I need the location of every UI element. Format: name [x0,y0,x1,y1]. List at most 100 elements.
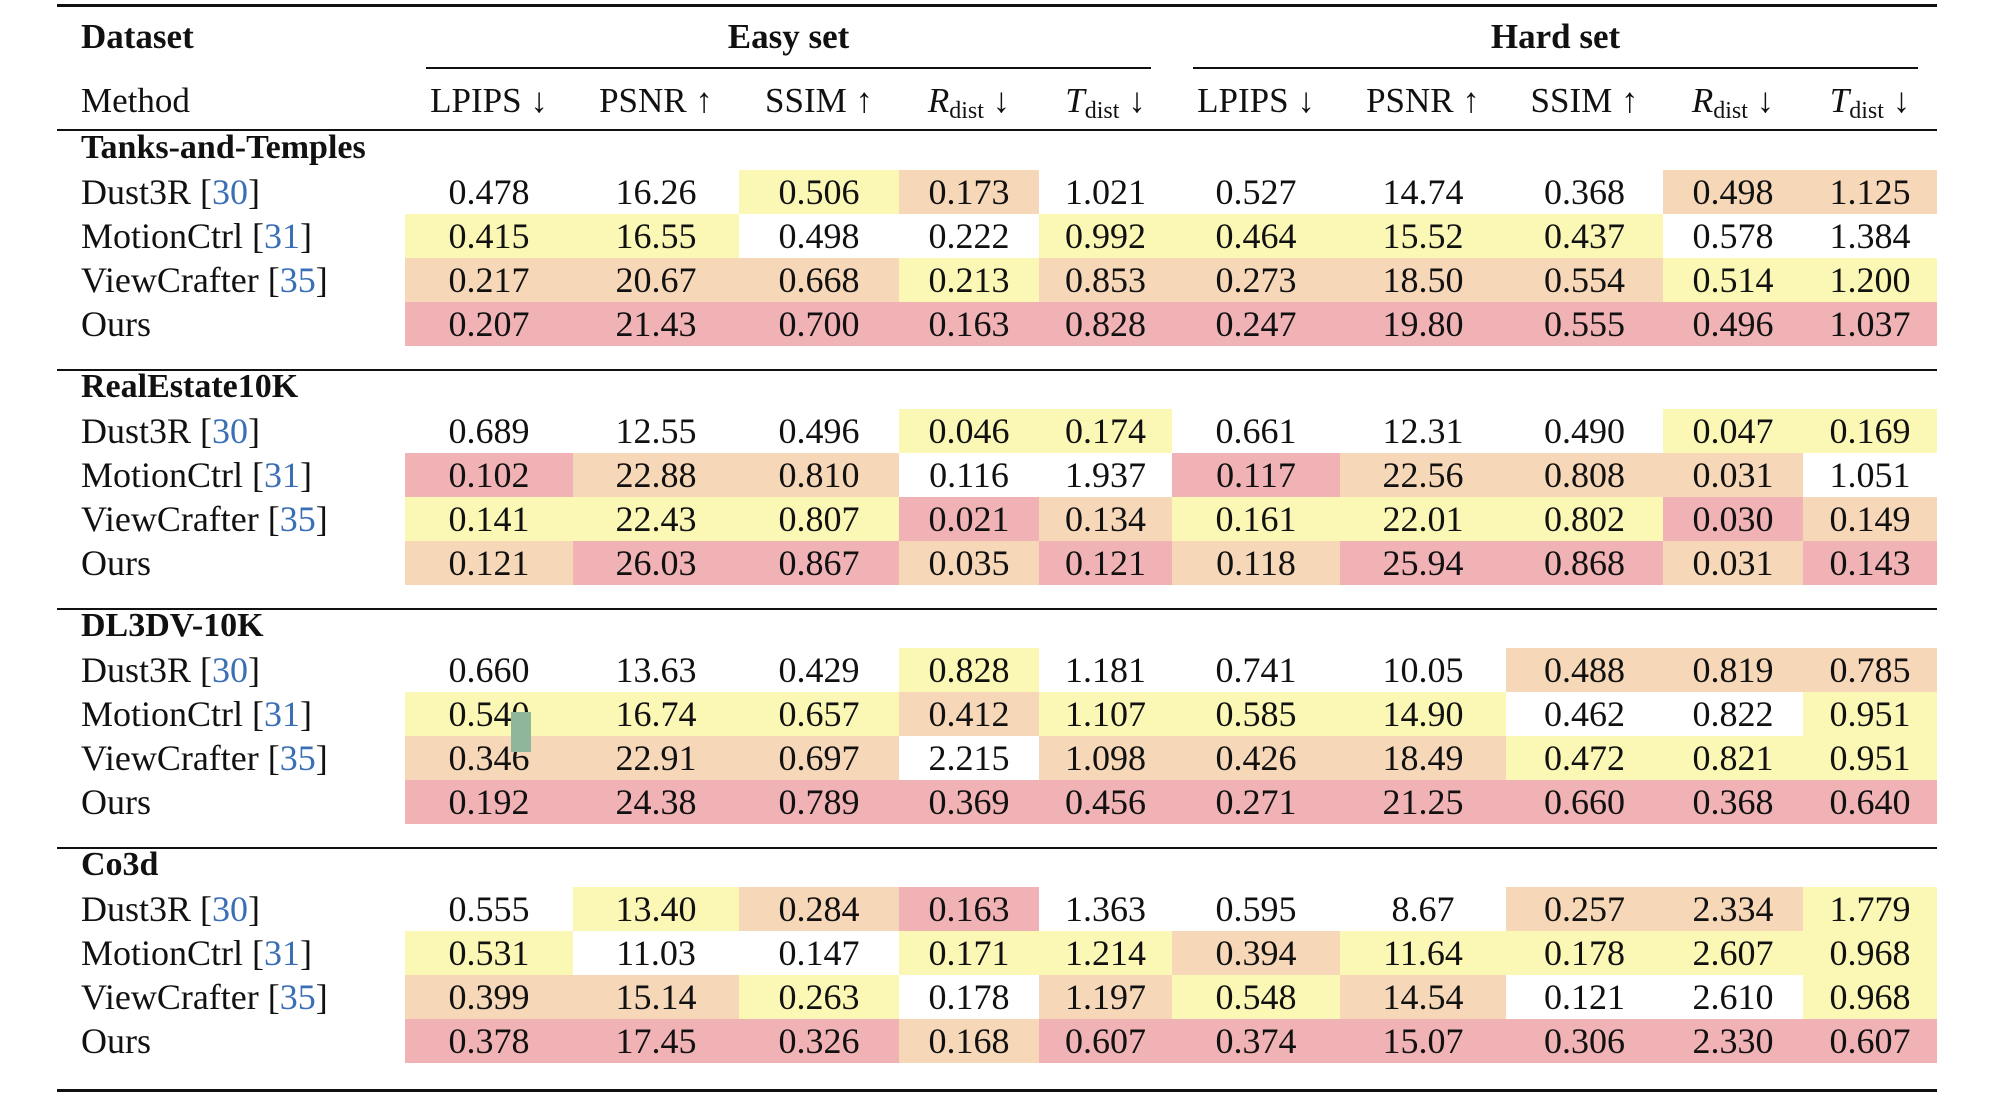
bottom-rule [57,1089,1937,1092]
value-cell: 1.779 [1803,887,1937,931]
value-cell: 1.098 [1039,736,1172,780]
method-name: MotionCtrl [81,455,244,495]
section-rule [57,847,1937,849]
value-cell: 0.030 [1663,497,1803,541]
easy-set-cmidrule [426,67,1151,69]
value-cell: 14.90 [1340,692,1506,736]
arrow-down-icon: ↓ [1128,81,1146,120]
metric-name: T [1829,81,1850,120]
value-cell: 0.174 [1039,409,1172,453]
value-cell: 15.52 [1340,214,1506,258]
method-cell: MotionCtrl [31] [81,933,313,973]
metric-name: LPIPS [1197,81,1289,120]
method-name: ViewCrafter [81,499,259,539]
method-cell: ViewCrafter [35] [81,260,328,300]
value-cell: 0.640 [1803,780,1937,824]
value-cell: 1.181 [1039,648,1172,692]
value-cell: 1.937 [1039,453,1172,497]
value-cell: 0.178 [1506,931,1663,975]
dataset-name: Tanks-and-Temples [81,129,366,166]
value-cell: 1.107 [1039,692,1172,736]
citation-link[interactable]: 31 [264,216,301,256]
value-cell: 22.43 [573,497,739,541]
citation-link[interactable]: 31 [264,455,301,495]
citation-link[interactable]: 35 [279,738,316,778]
value-cell: 0.554 [1506,258,1663,302]
value-cell: 0.531 [405,931,573,975]
dataset-name: RealEstate10K [81,368,299,405]
value-cell: 16.26 [573,170,739,214]
citation-link[interactable]: 30 [212,650,249,690]
citation-link[interactable]: 30 [212,889,249,929]
value-cell: 0.828 [899,648,1039,692]
metric-name: R [1691,81,1714,120]
arrow-down-icon: ↓ [992,81,1011,120]
value-cell: 0.271 [1172,780,1340,824]
section-rule [57,369,1937,371]
method-cell: ViewCrafter [35] [81,738,328,778]
value-cell: 21.25 [1340,780,1506,824]
value-cell: 10.05 [1340,648,1506,692]
value-cell: 0.578 [1663,214,1803,258]
value-cell: 15.14 [573,975,739,1019]
top-rule [57,4,1937,7]
method-cell: ViewCrafter [35] [81,499,328,539]
value-cell: 0.821 [1663,736,1803,780]
method-name: Ours [81,304,151,344]
value-cell: 0.808 [1506,453,1663,497]
citation-link[interactable]: 31 [264,694,301,734]
value-cell: 0.819 [1663,648,1803,692]
value-cell: 0.951 [1803,692,1937,736]
value-cell: 0.257 [1506,887,1663,931]
metric-header: PSNR ↑ [1340,79,1506,123]
arrow-up-icon: ↑ [1462,81,1480,120]
value-cell: 0.478 [405,170,573,214]
value-cell: 0.102 [405,453,573,497]
citation-link[interactable]: 35 [279,260,316,300]
value-cell: 2.607 [1663,931,1803,975]
value-cell: 0.247 [1172,302,1340,346]
value-cell: 0.490 [1506,409,1663,453]
value-cell: 0.046 [899,409,1039,453]
citation-link[interactable]: 35 [279,499,316,539]
citation-link[interactable]: 35 [279,977,316,1017]
arrow-down-icon: ↓ [530,81,548,120]
value-cell: 0.368 [1506,170,1663,214]
value-cell: 1.125 [1803,170,1937,214]
text-selection-caret [511,712,531,752]
value-cell: 1.051 [1803,453,1937,497]
value-cell: 0.607 [1039,1019,1172,1063]
value-cell: 22.01 [1340,497,1506,541]
value-cell: 14.74 [1340,170,1506,214]
metric-name: SSIM [765,81,847,120]
value-cell: 8.67 [1340,887,1506,931]
method-name: MotionCtrl [81,933,244,973]
citation-link[interactable]: 30 [212,411,249,451]
arrow-down-icon: ↓ [1297,81,1315,120]
metric-subscript: dist [1084,98,1120,124]
value-cell: 0.415 [405,214,573,258]
value-cell: 0.464 [1172,214,1340,258]
metric-header: SSIM ↑ [739,79,899,123]
citation-link[interactable]: 30 [212,172,249,212]
value-cell: 0.161 [1172,497,1340,541]
citation-link[interactable]: 31 [264,933,301,973]
value-cell: 0.368 [1663,780,1803,824]
arrow-up-icon: ↑ [1620,81,1639,120]
value-cell: 0.853 [1039,258,1172,302]
value-cell: 0.121 [1039,541,1172,585]
value-cell: 0.992 [1039,214,1172,258]
value-cell: 0.472 [1506,736,1663,780]
value-cell: 0.660 [1506,780,1663,824]
value-cell: 0.031 [1663,541,1803,585]
value-cell: 0.147 [739,931,899,975]
value-cell: 0.951 [1803,736,1937,780]
header-rule [57,129,1937,131]
value-cell: 0.462 [1506,692,1663,736]
metric-name: SSIM [1530,81,1613,120]
value-cell: 0.163 [899,302,1039,346]
value-cell: 0.426 [1172,736,1340,780]
value-cell: 16.74 [573,692,739,736]
method-cell: ViewCrafter [35] [81,977,328,1017]
value-cell: 0.697 [739,736,899,780]
